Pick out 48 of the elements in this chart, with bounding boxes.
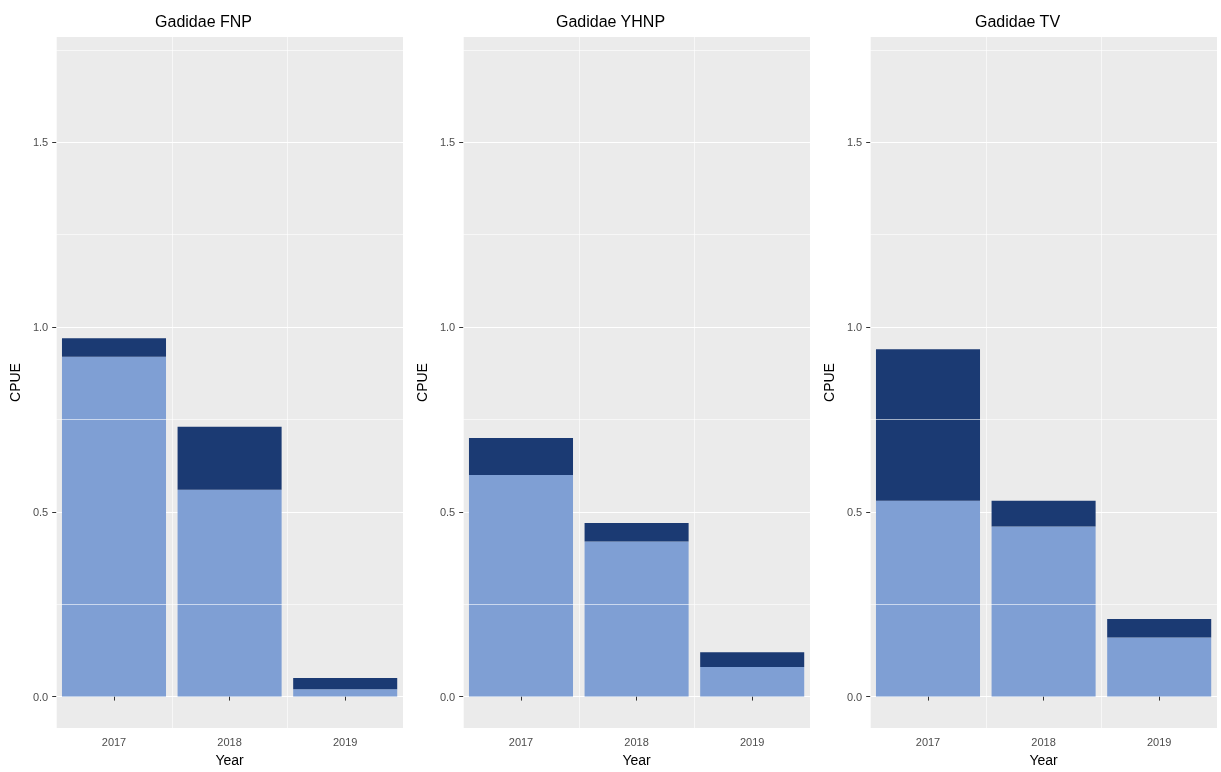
x-axis-title: Year xyxy=(1029,752,1059,768)
bar xyxy=(61,338,167,357)
x-tick-label: 2018 xyxy=(217,735,242,748)
x-tick-label: 2017 xyxy=(508,735,534,748)
y-tick-label: 1.0 xyxy=(439,321,456,334)
x-tick-label: 2019 xyxy=(739,735,765,748)
x-tick-label: 2017 xyxy=(915,735,941,748)
bar xyxy=(1107,637,1212,697)
y-tick-label: 0.5 xyxy=(439,505,456,518)
bar xyxy=(1107,618,1212,638)
chart-title: Gadidae TV xyxy=(974,12,1061,30)
y-tick-label: 1.0 xyxy=(846,321,863,334)
y-tick-label: 1.5 xyxy=(439,136,456,149)
bar xyxy=(700,652,805,668)
y-tick-label: 0.0 xyxy=(32,690,49,703)
y-tick-label: 1.5 xyxy=(32,136,49,149)
bar xyxy=(584,541,689,697)
bar xyxy=(584,522,689,542)
y-tick-label: 0.0 xyxy=(439,690,456,703)
bar xyxy=(61,356,167,697)
y-axis-title: CPUE xyxy=(7,363,23,402)
bar xyxy=(177,489,282,697)
bar xyxy=(468,474,574,697)
chart-title: Gadidae YHNP xyxy=(555,12,666,30)
x-tick-label: 2019 xyxy=(1146,735,1172,748)
x-axis-title: Year xyxy=(215,752,245,768)
y-axis-title: CPUE xyxy=(821,363,837,402)
chart-title: Gadidae FNP xyxy=(155,12,252,30)
bar xyxy=(468,437,574,475)
x-tick-label: 2019 xyxy=(332,735,358,748)
y-tick-label: 0.5 xyxy=(32,505,49,518)
y-tick-label: 0.0 xyxy=(846,690,863,703)
bar xyxy=(991,526,1096,697)
x-tick-label: 2018 xyxy=(624,735,649,748)
y-tick-label: 0.5 xyxy=(846,505,863,518)
bar xyxy=(177,426,282,490)
x-tick-label: 2017 xyxy=(101,735,127,748)
bar xyxy=(875,500,981,697)
bar xyxy=(875,349,981,501)
bar xyxy=(293,689,398,697)
y-tick-label: 1.5 xyxy=(846,136,863,149)
y-axis-title: CPUE xyxy=(414,363,430,402)
x-tick-label: 2018 xyxy=(1031,735,1056,748)
y-tick-label: 1.0 xyxy=(32,321,49,334)
bar xyxy=(700,667,805,697)
bar xyxy=(991,500,1096,527)
x-axis-title: Year xyxy=(622,752,652,768)
bar xyxy=(293,678,398,690)
